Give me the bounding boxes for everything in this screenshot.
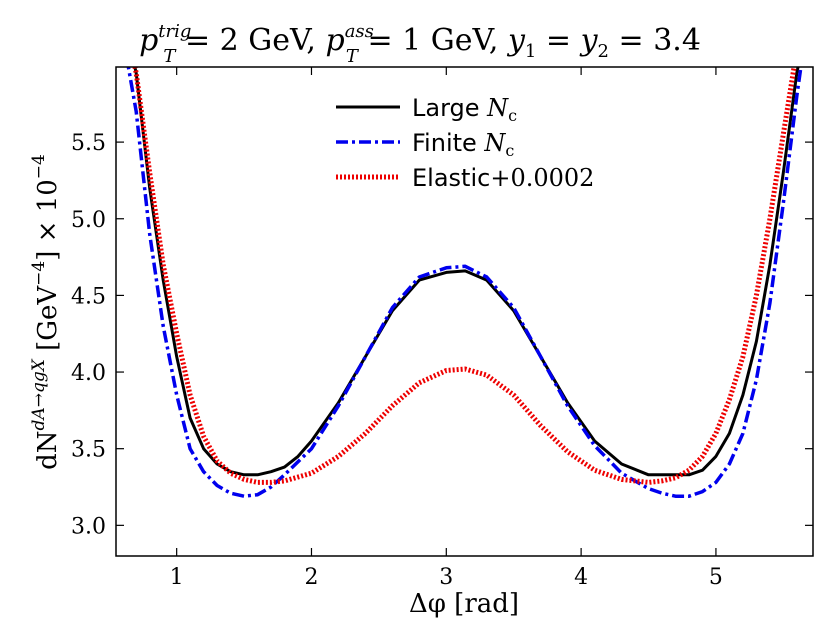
x-tick-label: 2 — [304, 565, 318, 590]
y-tick-label: 5.5 — [71, 131, 106, 156]
y-tick-label: 5.0 — [71, 208, 106, 233]
y-tick-label: 3.0 — [71, 514, 106, 539]
x-tick-label: 4 — [574, 565, 588, 590]
chart-title: ptrig T = 2 GeV, pass T = 1 GeV, y1 = y2 =… — [139, 21, 701, 67]
y-tick-label: 4.0 — [71, 361, 106, 386]
y-tick-label: 3.5 — [71, 438, 106, 463]
series-line-large-n-c — [133, 67, 800, 477]
series-line-elastic-0-0002 — [132, 67, 797, 485]
y-tick-label: 4.5 — [71, 284, 106, 309]
y-axis-label: dNdA→qgX [GeV−4] × 10−4 — [29, 154, 63, 470]
series-line-finite-n-c — [126, 67, 803, 498]
plot-frame — [115, 66, 814, 557]
x-tick-label: 3 — [439, 565, 453, 590]
series-layer — [126, 67, 803, 498]
x-axis-label: Δφ [rad] — [409, 589, 519, 619]
legend-label-large-nc: Large Nc — [412, 94, 517, 125]
legend-label-finite-nc: Finite Nc — [412, 129, 514, 160]
legend: Large Nc Finite Nc Elastic+0.0002 — [336, 94, 594, 192]
x-tick-label: 1 — [170, 565, 184, 590]
legend-label-elastic: Elastic+0.0002 — [412, 164, 594, 192]
tick-layer: 1 2 3 4 5 3.0 3.5 4.0 4.5 5.0 5.5 — [71, 67, 813, 590]
x-tick-label: 5 — [709, 565, 723, 590]
